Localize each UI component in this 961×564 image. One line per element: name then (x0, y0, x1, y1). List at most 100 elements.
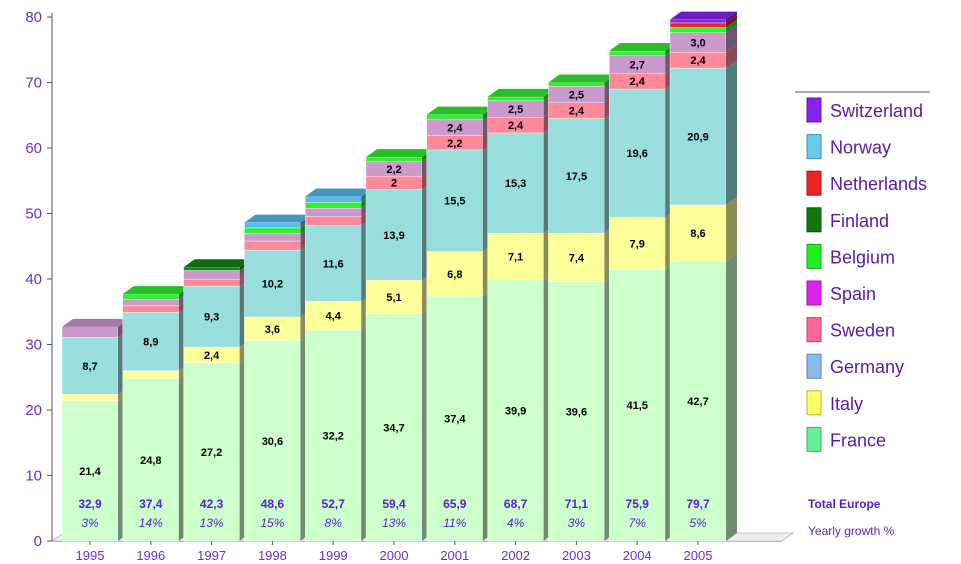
growth-label: 14% (139, 516, 163, 530)
y-tick-label: 20 (25, 402, 42, 419)
segment-label: 5,1 (386, 292, 401, 304)
x-tick-label: 1997 (197, 548, 226, 563)
growth-label: 3% (81, 516, 99, 530)
segment-label: 41,5 (626, 400, 647, 412)
legend-label: Belgium (830, 247, 895, 267)
bar-segment (183, 267, 240, 271)
growth-label: 15% (260, 516, 284, 530)
total-label: 52,7 (322, 497, 346, 511)
bar-segment-side (726, 24, 737, 53)
bar-segment (305, 301, 362, 331)
legend-label: Switzerland (830, 101, 923, 121)
bar-segment (305, 216, 362, 226)
bar-top (609, 43, 677, 52)
bar-segment (244, 340, 301, 542)
bar-segment (183, 270, 240, 280)
bar-segment-side (726, 11, 737, 23)
legend-swatch (806, 97, 822, 123)
growth-label: 13% (382, 516, 406, 530)
bar-top (426, 106, 494, 115)
bar-segment (487, 132, 544, 234)
segment-label: 2,5 (508, 104, 523, 116)
growth-label: 5% (689, 516, 707, 530)
total-label: 79,7 (686, 497, 710, 511)
growth-label: 3% (568, 516, 586, 530)
bar-segment (122, 378, 180, 542)
segment-label: 39,9 (505, 405, 526, 417)
x-tick-label: 2001 (440, 548, 469, 563)
bar-top (670, 11, 737, 20)
bar-segment (183, 279, 240, 287)
y-tick-label: 80 (25, 9, 42, 26)
bar-segment (365, 280, 423, 314)
bar-segment (61, 394, 119, 402)
bar-segment (548, 82, 605, 87)
bar-top (548, 74, 616, 83)
growth-label: 7% (629, 516, 647, 530)
segment-label: 2,4 (630, 76, 646, 88)
bar-segment (669, 67, 727, 206)
bar-segment (365, 313, 423, 542)
bar-segment (669, 261, 727, 542)
segment-label: 2 (391, 178, 397, 190)
segment-label: 15,3 (505, 178, 526, 190)
total-label: 75,9 (626, 497, 650, 511)
bar-segment (426, 295, 483, 542)
bar-segment (61, 326, 119, 338)
segment-label: 7,1 (508, 251, 523, 263)
bar-top (183, 259, 251, 268)
bar-top (305, 188, 373, 197)
legend-swatch (806, 207, 822, 233)
bar-top (487, 88, 555, 97)
x-tick-label: 2003 (562, 548, 591, 563)
legend-label: Spain (830, 284, 876, 304)
bar-segment (609, 217, 666, 270)
labels: 1995 21,4 8,7 32,9 3% 1996 24,8 8,9 37,4 14% 1997 2… (76, 38, 895, 563)
legend-label: Sweden (830, 321, 895, 341)
legend-swatch (806, 170, 822, 196)
bar-segment (669, 22, 727, 28)
bar-segment (305, 208, 362, 217)
legend-label: Germany (830, 357, 904, 377)
growth-row-label: Yearly growth % (808, 524, 895, 538)
segment-label: 30,6 (262, 436, 283, 448)
segment-label: 2,2 (447, 138, 462, 150)
bar-segment (609, 88, 666, 218)
bar-segment (548, 281, 605, 542)
bar-segment (61, 400, 119, 542)
total-label: 32,9 (78, 497, 102, 511)
x-tick-label: 1999 (319, 548, 348, 563)
bar-segment (548, 232, 605, 282)
segment-label: 15,5 (444, 196, 465, 208)
segment-label: 13,9 (383, 230, 404, 242)
growth-label: 13% (200, 516, 224, 530)
total-label: 71,1 (565, 497, 589, 511)
total-label: 37,4 (139, 497, 163, 511)
bar-segment (305, 202, 362, 209)
segment-label: 9,3 (204, 312, 219, 324)
segment-label: 8,7 (82, 361, 97, 373)
bar-segment (487, 232, 544, 280)
segment-label: 11,6 (323, 258, 344, 270)
bar-segment (244, 233, 301, 242)
segment-label: 3,6 (265, 324, 280, 336)
y-tick-label: 0 (34, 533, 42, 550)
bar-top (366, 149, 433, 158)
segment-label: 39,6 (566, 406, 587, 418)
x-tick-label: 2005 (684, 548, 713, 563)
bar-segment (305, 196, 362, 203)
segment-label: 2,2 (386, 164, 401, 176)
bar-segment (122, 305, 180, 313)
segment-label: 2,4 (690, 55, 706, 67)
x-tick-label: 1996 (136, 548, 165, 563)
segment-label: 37,4 (444, 414, 466, 426)
legend-label: Finland (830, 211, 889, 231)
bar-segment (669, 204, 727, 262)
bar-segment (548, 118, 605, 234)
y-tick-label: 10 (25, 468, 42, 485)
legend-swatch (806, 426, 822, 452)
total-label: 68,7 (504, 497, 528, 511)
bar-segment (183, 362, 240, 542)
total-label: 65,9 (443, 497, 467, 511)
growth-label: 8% (325, 516, 343, 530)
